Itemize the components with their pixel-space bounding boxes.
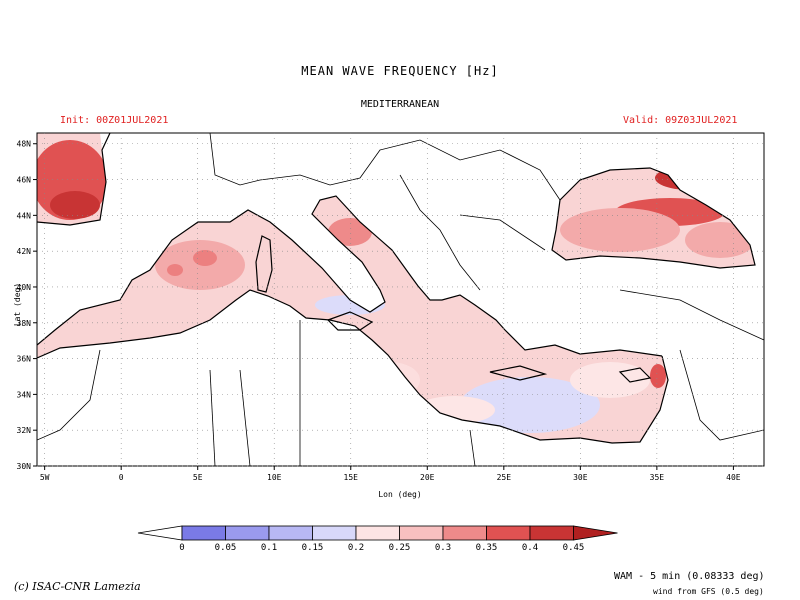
lat-tick-label: 48N <box>17 140 32 149</box>
colorbar-max-triangle <box>573 525 618 541</box>
lat-tick-label: 32N <box>17 426 32 435</box>
colorbar-label: 0.2 <box>348 543 364 553</box>
map-title: MEAN WAVE FREQUENCY [Hz] <box>301 64 499 78</box>
colorbar-label: 0.1 <box>261 543 277 553</box>
colorbar-label: 0.3 <box>435 543 451 553</box>
lon-tick-label: 30E <box>573 473 588 482</box>
colorbar-segment <box>442 525 487 541</box>
colorbar-label: 0.4 <box>522 543 538 553</box>
lat-tick-label: 44N <box>17 211 32 220</box>
gridlines <box>37 133 764 467</box>
lon-tick-label: 5W <box>40 473 50 482</box>
colorbar-segment <box>181 525 226 541</box>
lon-tick-label: 40E <box>726 473 741 482</box>
region-label: MEDITERRANEAN <box>360 99 440 110</box>
lon-tick-label: 15E <box>344 473 359 482</box>
colorbar-label: 0.35 <box>476 543 498 553</box>
lat-tick-label: 38N <box>17 319 32 328</box>
lon-tick-label: 5E <box>193 473 203 482</box>
colorbar-label: 0.25 <box>389 543 411 553</box>
lon-tick-label: 20E <box>420 473 435 482</box>
lon-tick-label: 25E <box>497 473 512 482</box>
init-time: Init: 00Z01JUL2021 <box>60 115 169 126</box>
colorbar-label: 0 <box>179 543 184 553</box>
lat-tick-label: 30N <box>17 462 32 471</box>
colorbar-segment <box>399 525 444 541</box>
credit-label: (c) ISAC-CNR Lamezia <box>14 580 141 593</box>
colorbar-segment <box>312 525 357 541</box>
x-axis-label: Lon (deg) <box>378 490 422 499</box>
colorbar-segment <box>268 525 313 541</box>
colorbar: 0 0.05 0.1 0.15 0.2 0.25 0.3 0.35 0.4 0.45 <box>137 525 618 553</box>
colorbar-segment <box>486 525 531 541</box>
lon-tick-label: 35E <box>650 473 665 482</box>
lat-tick-label: 34N <box>17 390 32 399</box>
plot-frame <box>36 132 765 467</box>
axis-ticks: 5W 0 5E 10E 15E 20E 25E 30E 35E 40E 30N 32N 34N 36N 38… <box>17 140 741 482</box>
model-info: WAM - 5 min (0.08333 deg) <box>614 571 765 582</box>
lat-tick-label: 36N <box>17 355 32 364</box>
wind-source: wind from GFS (0.5 deg) <box>653 587 764 596</box>
lon-tick-label: 0 <box>119 473 124 482</box>
colorbar-label: 0.05 <box>215 543 237 553</box>
colorbar-label: 0.15 <box>302 543 324 553</box>
colorbar-label: 0.45 <box>563 543 585 553</box>
colorbar-segment <box>225 525 270 541</box>
valid-time: Valid: 09Z03JUL2021 <box>623 115 738 126</box>
lat-tick-label: 46N <box>17 176 32 185</box>
colorbar-segment <box>529 525 574 541</box>
colorbar-min-triangle <box>137 525 183 541</box>
lat-tick-label: 42N <box>17 247 32 256</box>
country-borders <box>37 133 764 466</box>
coastlines <box>37 133 756 444</box>
lat-tick-label: 40N <box>17 283 32 292</box>
lon-tick-label: 10E <box>267 473 282 482</box>
colorbar-segment <box>355 525 400 541</box>
y-axis-label: Lat (deg) <box>13 282 23 327</box>
